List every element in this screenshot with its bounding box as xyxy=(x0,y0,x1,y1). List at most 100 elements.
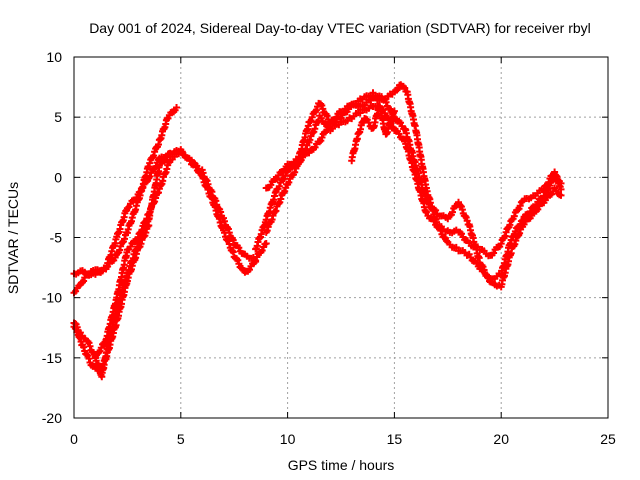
data-point xyxy=(444,238,460,252)
data-point xyxy=(166,150,183,164)
data-points xyxy=(70,81,565,381)
data-point xyxy=(220,226,237,256)
data-point xyxy=(465,239,482,251)
y-tick-label: 10 xyxy=(46,49,62,65)
series-track-7 xyxy=(252,81,565,283)
data-point xyxy=(273,180,291,210)
data-point xyxy=(102,321,120,363)
data-point xyxy=(508,198,525,224)
data-point xyxy=(455,228,472,245)
data-point xyxy=(476,265,493,281)
data-point xyxy=(529,194,546,211)
data-point xyxy=(519,194,535,205)
data-point xyxy=(123,246,141,285)
data-point xyxy=(519,204,536,224)
x-tick-label: 10 xyxy=(280,431,296,447)
data-point xyxy=(209,199,227,232)
series-track-4 xyxy=(91,148,260,362)
y-tick-label: 0 xyxy=(54,169,62,185)
data-point xyxy=(155,114,171,144)
y-tick-label: -5 xyxy=(50,230,63,246)
data-point xyxy=(102,254,119,273)
y-tick-label: -10 xyxy=(42,290,62,306)
data-point xyxy=(487,270,503,283)
data-point xyxy=(369,102,383,132)
data-point xyxy=(134,223,152,252)
data-point xyxy=(358,96,375,110)
data-point xyxy=(262,187,280,224)
data-point xyxy=(403,88,419,130)
data-point xyxy=(497,236,515,279)
x-axis-label: GPS time / hours xyxy=(288,457,395,473)
data-point xyxy=(497,217,515,248)
data-point xyxy=(164,106,179,122)
data-point xyxy=(316,112,333,131)
data-point xyxy=(557,185,565,193)
data-point xyxy=(337,102,353,116)
y-tick-label: -15 xyxy=(42,350,62,366)
data-point xyxy=(455,247,471,259)
x-tick-label: 0 xyxy=(70,431,78,447)
data-point xyxy=(155,158,173,193)
y-tick-label: 5 xyxy=(54,109,62,125)
data-point xyxy=(113,206,131,241)
x-tick-label: 25 xyxy=(600,431,616,447)
y-axis-label: SDTVAR / TECUs xyxy=(5,182,21,294)
data-point xyxy=(134,163,152,204)
data-point xyxy=(382,109,398,138)
data-point xyxy=(134,211,152,241)
data-point xyxy=(123,198,141,237)
data-point xyxy=(358,92,375,103)
data-point xyxy=(177,148,193,163)
data-point xyxy=(166,149,174,157)
data-point xyxy=(252,258,260,266)
data-point xyxy=(145,221,153,229)
data-point xyxy=(380,90,396,104)
data-point xyxy=(188,156,205,178)
data-point xyxy=(316,100,333,126)
x-tick-label: 5 xyxy=(177,431,185,447)
data-point xyxy=(76,267,89,276)
data-point xyxy=(262,207,280,236)
y-tick-label: -20 xyxy=(42,410,62,426)
data-point xyxy=(241,259,258,276)
data-point xyxy=(401,136,419,179)
data-point xyxy=(305,99,323,126)
data-point xyxy=(487,243,504,259)
data-point xyxy=(220,214,237,244)
data-point xyxy=(79,341,94,366)
data-point xyxy=(294,138,312,168)
series-track-9 xyxy=(348,102,398,165)
data-point xyxy=(348,135,361,165)
x-axis: 0 5 10 15 20 25 xyxy=(70,57,616,447)
data-point xyxy=(557,191,565,199)
data-point xyxy=(422,208,440,229)
chart-title: Day 001 of 2024, Sidereal Day-to-day VTE… xyxy=(89,20,591,36)
x-tick-label: 20 xyxy=(493,431,509,447)
data-point xyxy=(412,174,430,215)
y-axis: -20 -15 -10 -5 0 5 10 xyxy=(42,49,608,426)
data-point xyxy=(113,228,130,258)
data-point xyxy=(455,198,472,228)
data-point xyxy=(412,127,430,192)
data-point xyxy=(326,120,343,135)
data-point xyxy=(284,162,301,188)
x-tick-label: 15 xyxy=(387,431,403,447)
data-point xyxy=(145,189,162,218)
data-point xyxy=(113,279,131,324)
data-point xyxy=(305,117,323,146)
data-point xyxy=(173,104,181,112)
data-point xyxy=(113,248,131,302)
data-point xyxy=(348,109,364,123)
data-point xyxy=(252,218,269,253)
data-point xyxy=(465,250,482,270)
data-point xyxy=(390,107,398,115)
series-track-5 xyxy=(70,221,153,375)
data-point xyxy=(444,226,460,237)
data-point xyxy=(91,339,109,362)
data-point xyxy=(145,141,162,171)
series-track-2 xyxy=(70,104,181,297)
data-point xyxy=(262,240,270,248)
data-point xyxy=(198,172,216,202)
